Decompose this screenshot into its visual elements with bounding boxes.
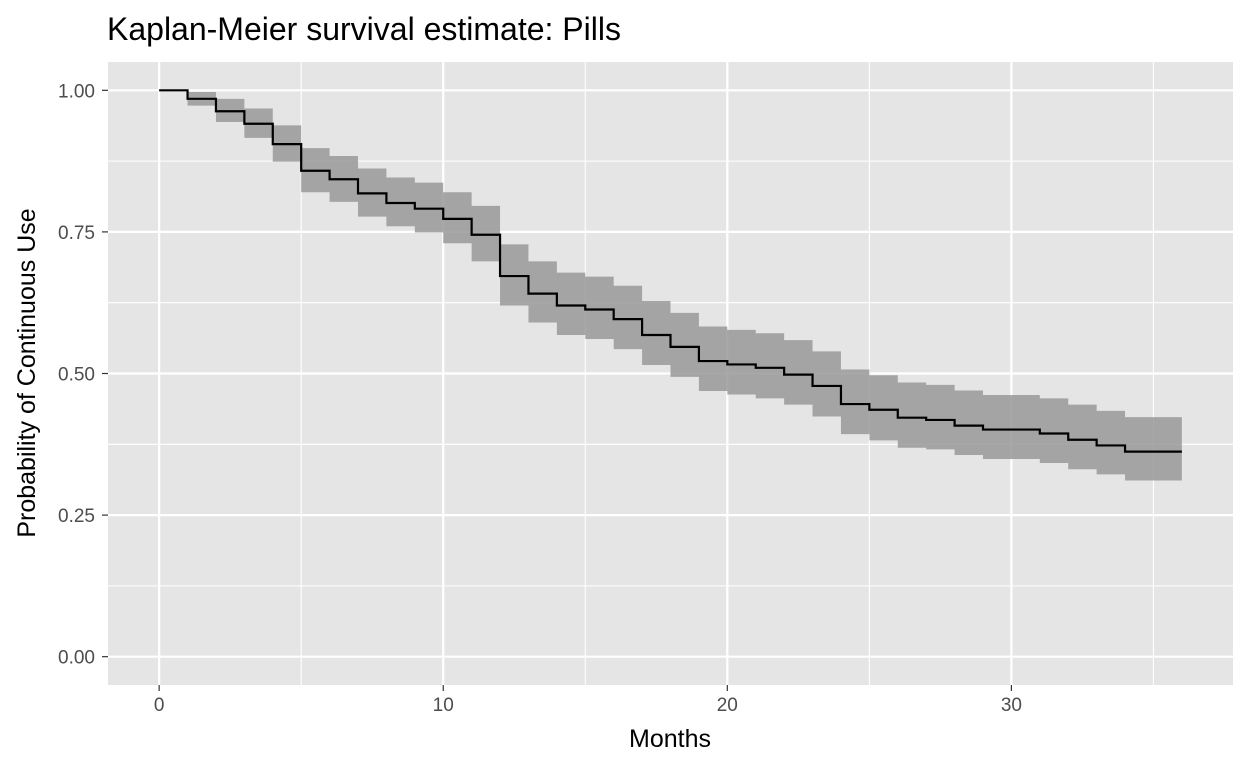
y-tick-label: 0.25 [58, 506, 95, 527]
x-tick-label: 30 [1001, 695, 1022, 716]
x-tick-label: 0 [154, 695, 165, 716]
y-axis: 0.00 0.25 0.50 0.75 1.00 [58, 81, 108, 669]
x-tick-label: 10 [433, 695, 454, 716]
x-axis-title: Months [629, 725, 711, 753]
y-tick-label: 1.00 [58, 81, 95, 102]
confidence-band-area [159, 90, 1182, 481]
survival-step-line [159, 89, 1182, 453]
y-tick-label: 0.00 [58, 648, 95, 669]
y-tick-label: 0.75 [58, 223, 95, 244]
confidence-band [159, 90, 1182, 481]
x-tick-label: 20 [717, 695, 738, 716]
x-axis: 0 10 20 30 [154, 685, 1022, 716]
survival-curve [159, 89, 1182, 453]
y-tick-label: 0.50 [58, 365, 95, 386]
chart-title: Kaplan-Meier survival estimate: Pills [107, 11, 621, 47]
y-axis-title: Probability of Continuous Use [13, 208, 41, 537]
